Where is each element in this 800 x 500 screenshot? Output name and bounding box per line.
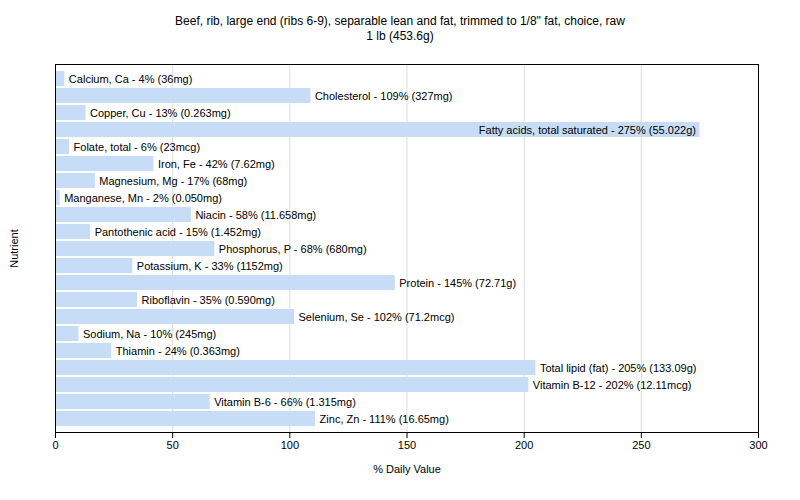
svg-text:Phosphorus, P - 68% (680mg): Phosphorus, P - 68% (680mg): [219, 243, 367, 255]
svg-text:Nutrient: Nutrient: [8, 229, 20, 268]
svg-text:Potassium, K - 33% (1152mg): Potassium, K - 33% (1152mg): [137, 260, 283, 272]
svg-text:Magnesium, Mg - 17% (68mg): Magnesium, Mg - 17% (68mg): [99, 175, 247, 187]
svg-text:Pantothenic acid - 15% (1.452m: Pantothenic acid - 15% (1.452mg): [95, 226, 261, 238]
svg-text:Copper, Cu - 13% (0.263mg): Copper, Cu - 13% (0.263mg): [90, 107, 231, 119]
svg-text:0: 0: [52, 439, 58, 451]
html-text:Beef, rib, large end (ribs 6-9: Beef, rib, large end (ribs 6-9), separab…: [175, 14, 625, 28]
svg-text:Folate, total - 6% (23mcg): Folate, total - 6% (23mcg): [74, 141, 201, 153]
svg-text:250: 250: [632, 439, 650, 451]
html-text:1 lb (453.6g): 1 lb (453.6g): [366, 29, 434, 43]
svg-text:Riboflavin - 35% (0.590mg): Riboflavin - 35% (0.590mg): [142, 294, 275, 306]
svg-text:Niacin - 58% (11.658mg): Niacin - 58% (11.658mg): [195, 209, 316, 221]
svg-text:Zinc, Zn - 111% (16.65mg): Zinc, Zn - 111% (16.65mg): [320, 413, 449, 425]
svg-text:Manganese, Mn - 2% (0.050mg): Manganese, Mn - 2% (0.050mg): [64, 192, 222, 204]
svg-text:200: 200: [515, 439, 533, 451]
svg-text:Cholesterol - 109% (327mg): Cholesterol - 109% (327mg): [315, 90, 453, 102]
svg-text:% Daily Value: % Daily Value: [373, 463, 441, 475]
svg-text:50: 50: [167, 439, 179, 451]
svg-text:300: 300: [749, 439, 767, 451]
svg-text:Vitamin B-6 - 66% (1.315mg): Vitamin B-6 - 66% (1.315mg): [214, 396, 356, 408]
svg-text:Fatty acids, total saturated -: Fatty acids, total saturated - 275% (55.…: [479, 124, 696, 136]
svg-text:150: 150: [398, 439, 416, 451]
svg-text:Iron, Fe - 42% (7.62mg): Iron, Fe - 42% (7.62mg): [158, 158, 275, 170]
svg-text:Selenium, Se - 102% (71.2mcg): Selenium, Se - 102% (71.2mcg): [299, 311, 455, 323]
svg-text:Sodium, Na - 10% (245mg): Sodium, Na - 10% (245mg): [83, 328, 216, 340]
svg-text:Vitamin B-12 - 202% (12.11mcg): Vitamin B-12 - 202% (12.11mcg): [533, 379, 692, 391]
svg-text:100: 100: [281, 439, 299, 451]
svg-text:Total lipid (fat) - 205% (133.: Total lipid (fat) - 205% (133.09g): [540, 362, 697, 374]
svg-text:Protein - 145% (72.71g): Protein - 145% (72.71g): [399, 277, 516, 289]
svg-text:Calcium, Ca - 4% (36mg): Calcium, Ca - 4% (36mg): [69, 73, 192, 85]
svg-text:Thiamin - 24% (0.363mg): Thiamin - 24% (0.363mg): [116, 345, 240, 357]
